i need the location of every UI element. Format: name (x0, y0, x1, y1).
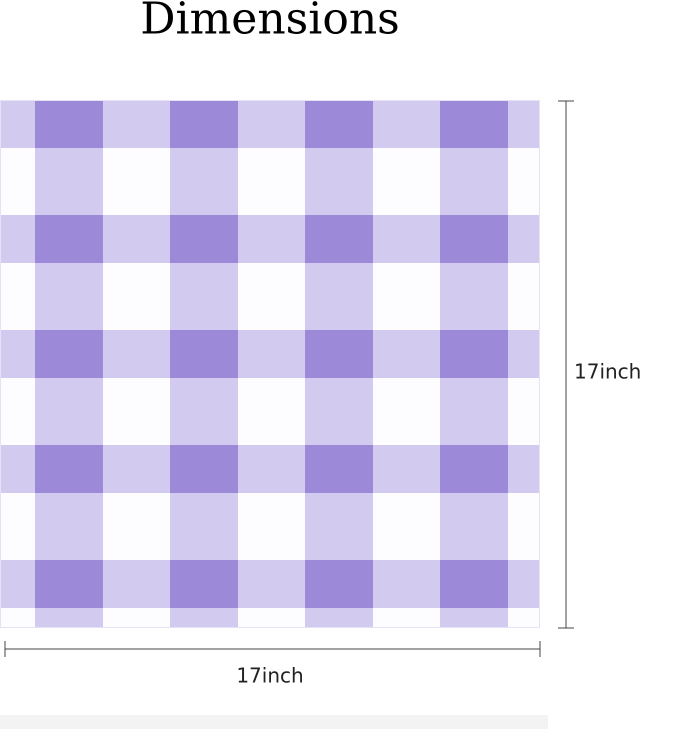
bottom-bar (0, 715, 548, 729)
napkin-edge (0, 100, 540, 628)
height-label: 17inch (574, 360, 641, 384)
height-dimension (558, 100, 574, 629)
title: Dimensions (140, 0, 400, 45)
napkin (0, 100, 540, 628)
width-label: 17inch (236, 664, 303, 688)
width-dimension (4, 641, 541, 657)
